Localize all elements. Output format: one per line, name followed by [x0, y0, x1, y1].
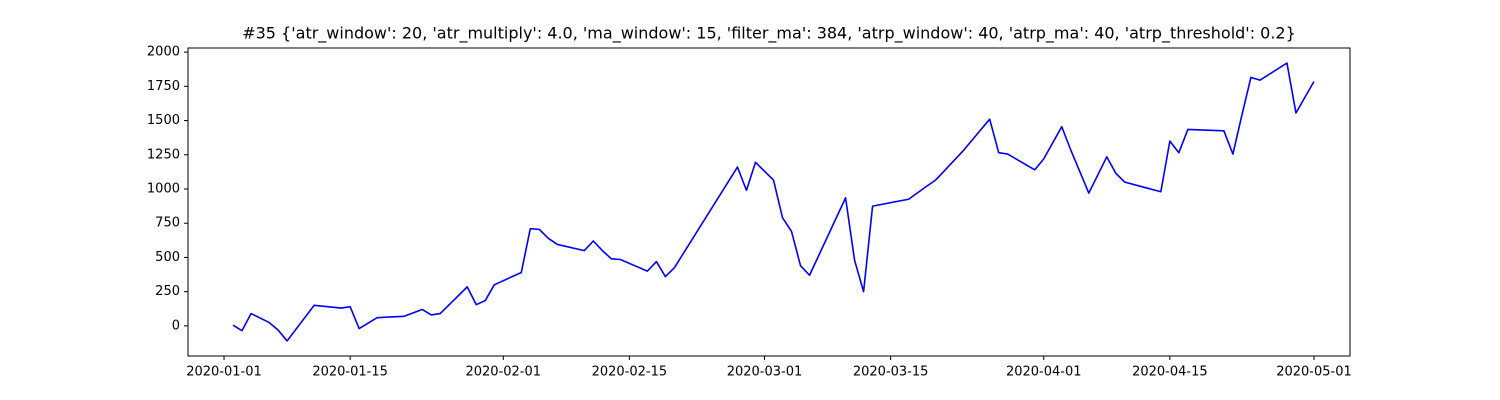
x-tick-label: 2020-02-01: [465, 365, 541, 380]
data-line: [232, 62, 1315, 342]
y-tick-label: 1250: [147, 147, 180, 162]
y-tick-label: 1750: [147, 79, 180, 94]
y-tick-label: 1000: [147, 181, 180, 196]
x-tick-label: 2020-05-01: [1276, 365, 1352, 380]
y-tick-label: 0: [172, 318, 180, 333]
axes-frame: [187, 47, 1351, 357]
chart-title: #35 {'atr_window': 20, 'atr_multiply': 4…: [242, 24, 1296, 44]
y-tick-label: 2000: [147, 45, 180, 60]
y-tick-label: 750: [155, 216, 180, 231]
x-tick-label: 2020-01-01: [186, 365, 262, 380]
y-tick-label: 1500: [147, 113, 180, 128]
y-tick-label: 500: [155, 250, 180, 265]
x-tick-label: 2020-04-01: [1006, 365, 1082, 380]
x-tick-label: 2020-02-15: [592, 365, 668, 380]
x-tick-label: 2020-03-01: [727, 365, 803, 380]
x-tick-label: 2020-03-15: [853, 365, 929, 380]
y-tick-label: 250: [155, 284, 180, 299]
x-tick-label: 2020-01-15: [312, 365, 388, 380]
x-tick-label: 2020-04-15: [1132, 365, 1208, 380]
